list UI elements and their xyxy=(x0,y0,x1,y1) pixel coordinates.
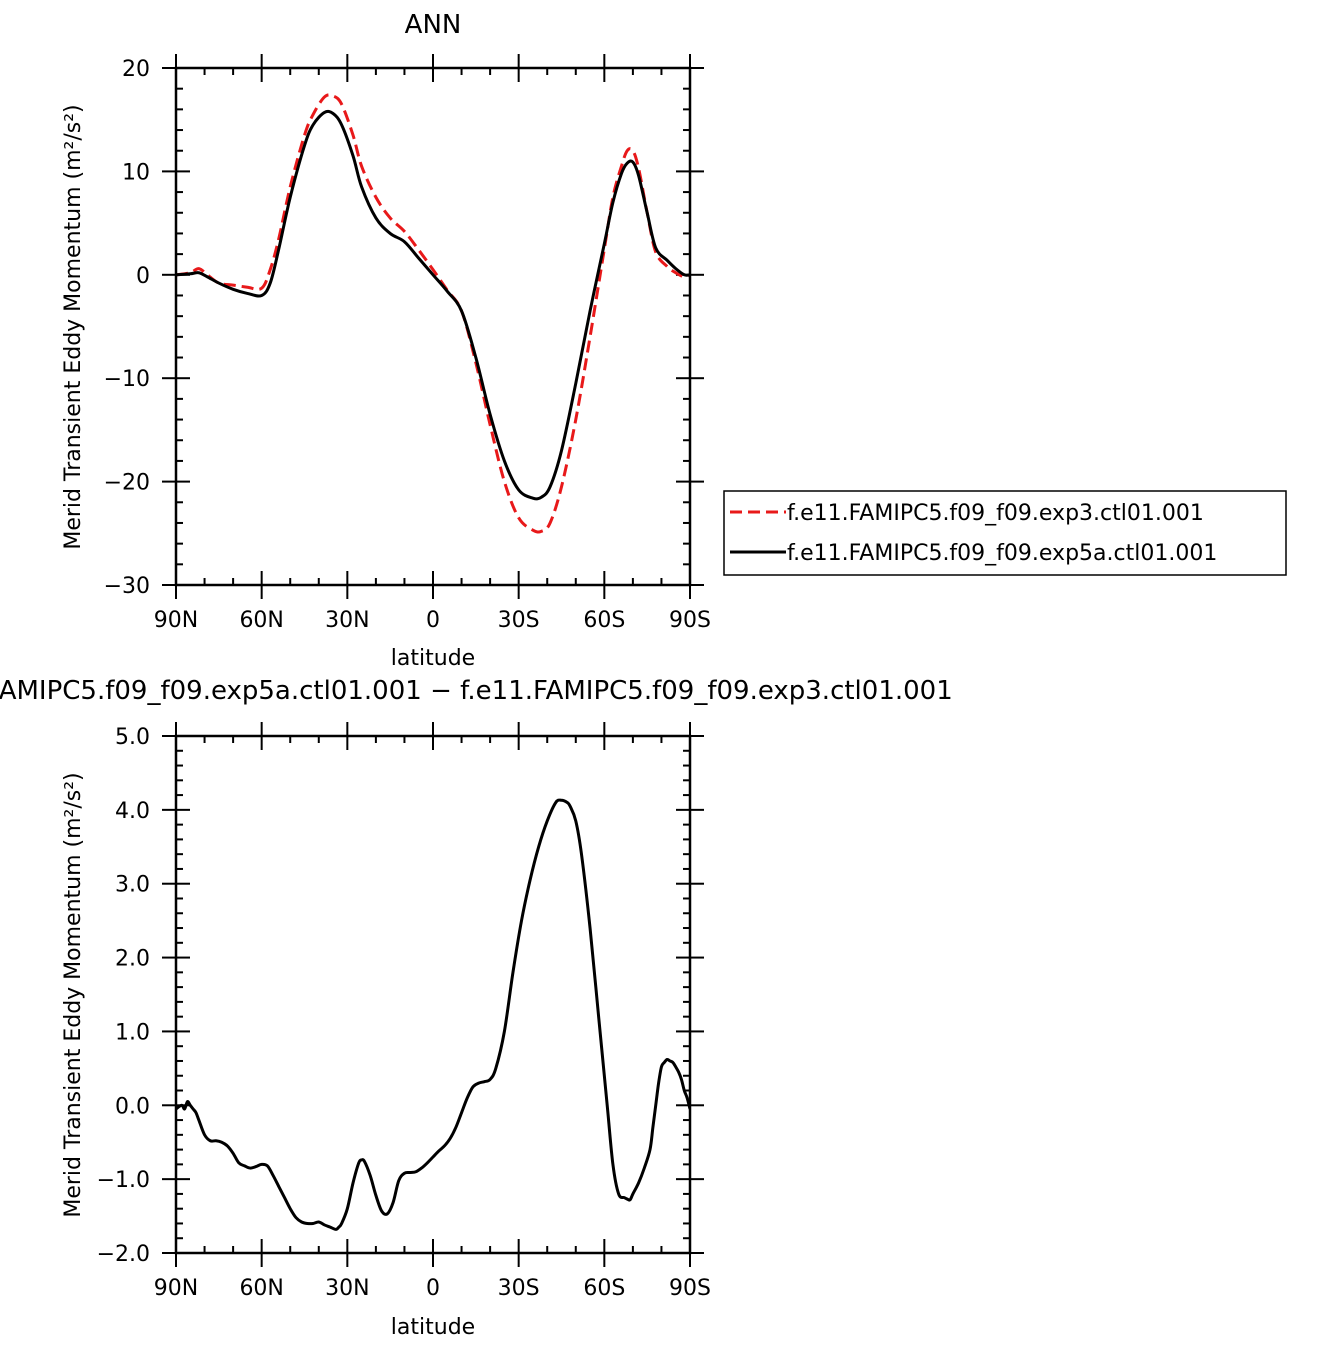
upper-legend: f.e11.FAMIPC5.f09_f09.exp3.ctl01.001 f.e… xyxy=(723,490,1287,576)
y-tick-label: 5.0 xyxy=(115,725,150,750)
y-tick-label: −10 xyxy=(104,367,150,392)
x-tick-label: 90S xyxy=(669,1276,711,1301)
x-tick-label: 90S xyxy=(669,608,711,633)
y-tick-label: 2.0 xyxy=(115,947,150,972)
lower-plot-frame xyxy=(174,734,692,1255)
legend-label-exp5a: f.e11.FAMIPC5.f09_f09.exp5a.ctl01.001 xyxy=(787,541,1217,566)
legend-label-exp3: f.e11.FAMIPC5.f09_f09.exp3.ctl01.001 xyxy=(787,501,1204,526)
y-tick-label: 3.0 xyxy=(115,873,150,898)
upper-tick-marks xyxy=(162,54,704,599)
upper-chart-title: ANN xyxy=(405,10,462,40)
x-tick-label: 60N xyxy=(239,608,283,633)
series-line-0-1 xyxy=(176,109,690,501)
y-tick-label: 0 xyxy=(136,264,150,289)
y-tick-label: −1.0 xyxy=(97,1168,150,1193)
legend-box xyxy=(723,490,1287,576)
upper-y-axis-title: Merid Transient Eddy Momentum (m²/s²) xyxy=(61,104,86,549)
series-line-1-0 xyxy=(176,798,690,1231)
x-tick-label: 90N xyxy=(154,608,198,633)
lower-tick-marks xyxy=(162,722,704,1267)
lower-tick-labels: 90N 60N 30N 0 30S 60S 90S 5.0 4.0 3.0 2.0 1.0 0.0 −1.… xyxy=(97,725,711,1301)
y-tick-label: 10 xyxy=(122,160,150,185)
y-tick-label: 1.0 xyxy=(115,1020,150,1045)
y-tick-label: −30 xyxy=(104,574,150,599)
y-tick-label: −2.0 xyxy=(97,1242,150,1267)
series-line-0-0 xyxy=(176,93,690,534)
lower-y-axis-title: Merid Transient Eddy Momentum (m²/s²) xyxy=(61,772,86,1217)
lower-x-axis-title: latitude xyxy=(391,1315,475,1340)
y-tick-label: 20 xyxy=(122,57,150,82)
x-tick-label: 60S xyxy=(583,608,625,633)
y-tick-label: 0.0 xyxy=(115,1094,150,1119)
upper-tick-labels: 90N 60N 30N 0 30S 60S 90S 20 10 0 −10 −20 −30 xyxy=(104,57,711,633)
x-tick-label: 60N xyxy=(239,1276,283,1301)
x-tick-label: 30N xyxy=(325,1276,369,1301)
lower-series-group xyxy=(176,798,690,1231)
x-tick-label: 30S xyxy=(498,608,540,633)
y-tick-label: −20 xyxy=(104,471,150,496)
x-tick-label: 60S xyxy=(583,1276,625,1301)
upper-panel: ANN 90N 60N 30N 0 30S 60S 90S 20 10 0 −10 −20 −30 la… xyxy=(61,10,1287,671)
x-tick-label: 30S xyxy=(498,1276,540,1301)
x-tick-label: 0 xyxy=(426,1276,440,1301)
x-tick-label: 90N xyxy=(154,1276,198,1301)
upper-plot-frame xyxy=(174,66,692,587)
upper-x-axis-title: latitude xyxy=(391,646,475,671)
lower-chart-title: f.e11.FAMIPC5.f09_f09.exp5a.ctl01.001 − … xyxy=(0,676,953,706)
upper-series-group xyxy=(176,93,690,534)
x-tick-label: 30N xyxy=(325,608,369,633)
lower-panel: f.e11.FAMIPC5.f09_f09.exp5a.ctl01.001 − … xyxy=(0,676,953,1340)
y-tick-label: 4.0 xyxy=(115,799,150,824)
x-tick-label: 0 xyxy=(426,608,440,633)
